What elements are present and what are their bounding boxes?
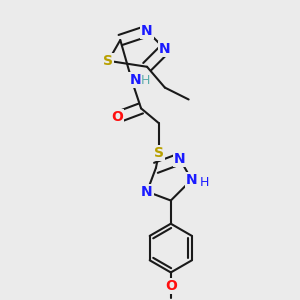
- Text: O: O: [165, 279, 177, 293]
- Text: N: N: [159, 42, 171, 56]
- Text: O: O: [111, 110, 123, 124]
- Text: H: H: [200, 176, 209, 189]
- Text: N: N: [174, 152, 185, 166]
- Text: N: N: [141, 184, 153, 199]
- Text: N: N: [186, 173, 197, 187]
- Text: H: H: [141, 74, 150, 87]
- Text: S: S: [103, 54, 113, 68]
- Text: N: N: [129, 73, 141, 87]
- Text: N: N: [141, 24, 153, 38]
- Text: S: S: [154, 146, 164, 160]
